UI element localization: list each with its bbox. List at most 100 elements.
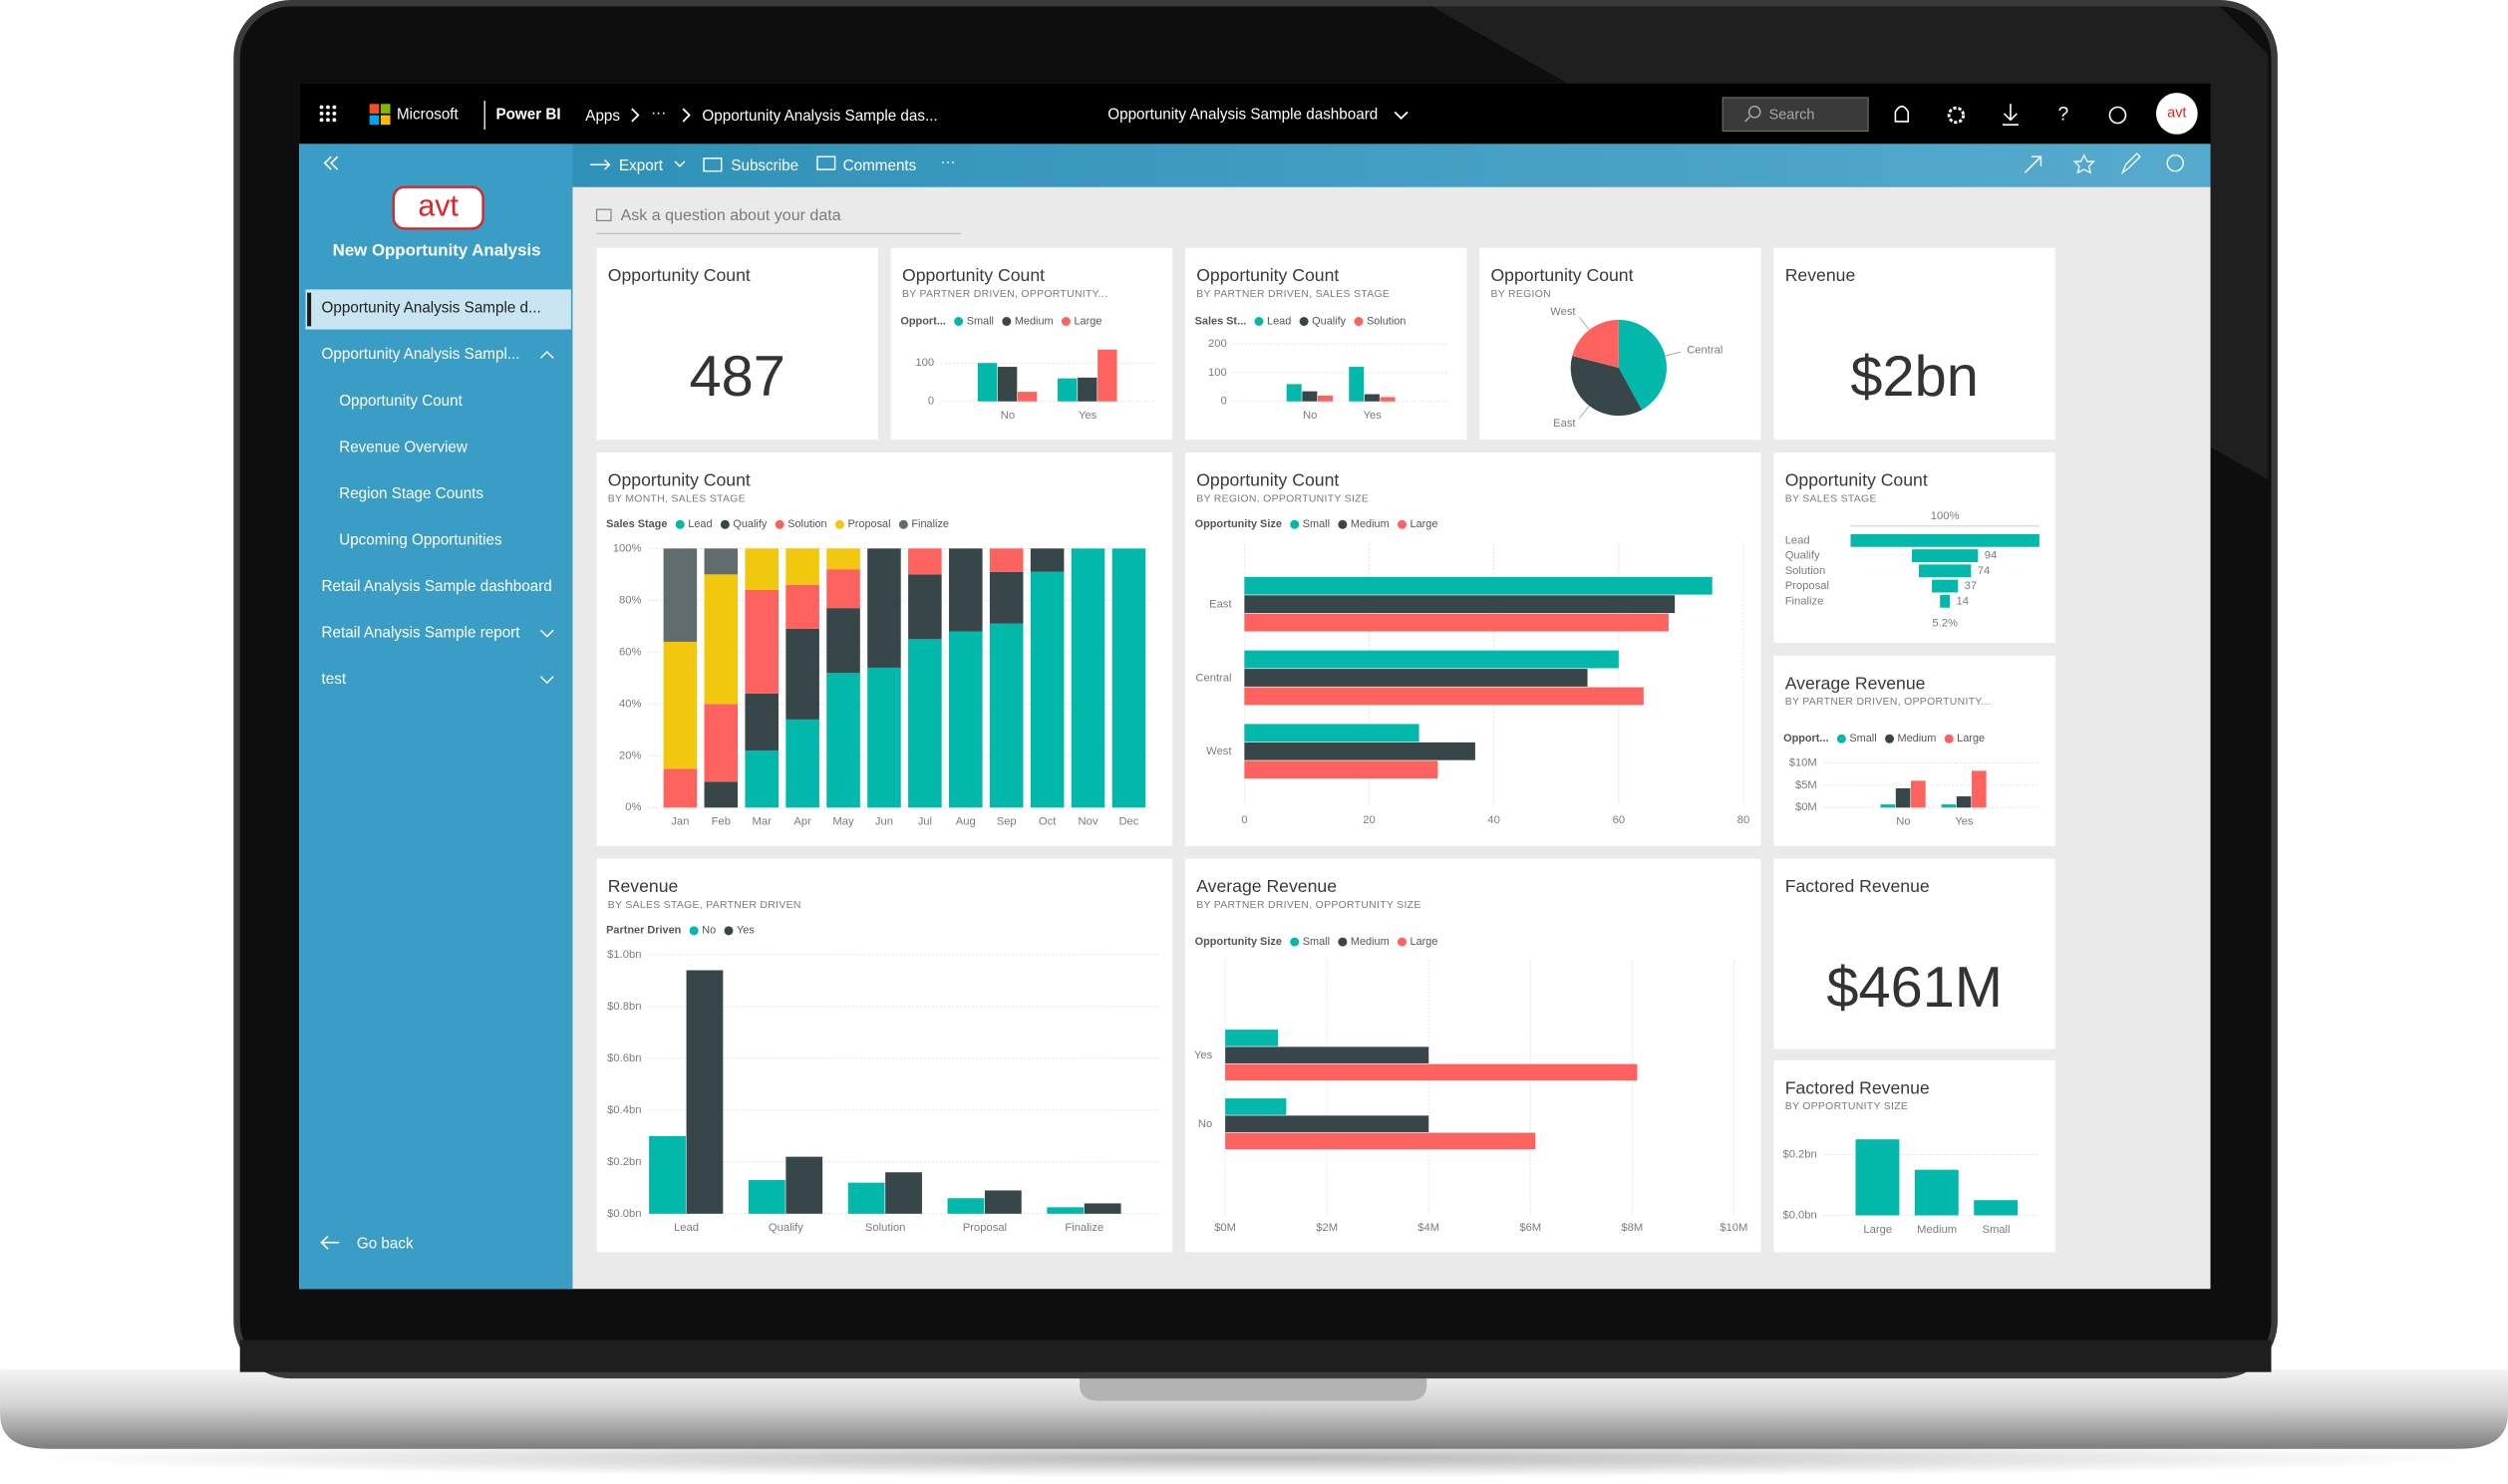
bar [1880, 804, 1896, 808]
notifications-icon[interactable] [1894, 105, 1910, 123]
bar [785, 1156, 823, 1214]
card-value: 487 [690, 345, 785, 409]
bar-segment [785, 719, 819, 808]
tile[interactable] [890, 247, 1173, 441]
bar [1302, 391, 1318, 402]
tile[interactable] [1773, 452, 2055, 644]
feedback-icon[interactable] [2108, 106, 2127, 125]
nav-item[interactable]: Opportunity Analysis Sampl... [322, 346, 520, 363]
nav-item[interactable]: Retail Analysis Sample report [322, 624, 521, 641]
bar [1286, 384, 1302, 402]
tile[interactable] [1773, 655, 2055, 846]
y-tick-label: $0.0bn [607, 1208, 641, 1220]
legend-marker [1944, 734, 1954, 743]
bar [1058, 378, 1078, 402]
bar [1974, 1200, 2019, 1216]
nav-subitem[interactable]: Revenue Overview [339, 439, 469, 455]
bar-segment [908, 548, 942, 575]
legend-label: Small [1849, 733, 1876, 744]
download-icon[interactable] [2002, 104, 2019, 126]
nav-subitem[interactable]: Upcoming Opportunities [339, 531, 502, 548]
bar [1084, 1203, 1121, 1214]
logo-square [369, 104, 380, 114]
pie-leader [1579, 317, 1590, 331]
top-bar [299, 83, 2211, 145]
qna-input[interactable]: Ask a question about your data [621, 206, 841, 224]
app-launcher[interactable] [319, 105, 337, 123]
y-tick-label: 100% [613, 542, 642, 554]
legend-title: Opport... [1783, 733, 1828, 744]
breadcrumb[interactable]: ··· [651, 105, 666, 122]
legend-title: Opport... [900, 315, 945, 327]
action[interactable]: ··· [941, 154, 956, 171]
chevron[interactable] [1394, 111, 1409, 120]
tile[interactable] [1773, 1059, 2055, 1253]
avatar[interactable] [2155, 93, 2198, 135]
edit-icon[interactable] [2120, 152, 2141, 175]
collapse-nav[interactable] [330, 155, 339, 170]
tile[interactable] [1773, 247, 2055, 441]
action[interactable]: Comments [843, 157, 917, 174]
bar [1017, 392, 1038, 402]
y-tick-label: No [1198, 1118, 1212, 1130]
help-icon[interactable]: ? [2058, 105, 2069, 126]
search-box[interactable] [1722, 97, 1869, 133]
x-tick-label: Proposal [963, 1222, 1007, 1234]
legend-marker [1885, 734, 1895, 743]
y-tick-label: 60% [619, 646, 641, 658]
nav-pane [299, 144, 573, 1290]
bar-segment [826, 548, 860, 570]
action[interactable]: Export [619, 157, 664, 174]
y-tick-label: $0.2bn [607, 1156, 641, 1168]
dot [332, 111, 337, 116]
legend-label: Proposal [847, 518, 890, 530]
nav-selected-marker [307, 292, 312, 327]
nav-item[interactable]: test [322, 671, 347, 688]
bar-segment [663, 548, 698, 642]
tile[interactable] [1185, 452, 1761, 846]
favorite-icon[interactable] [2072, 153, 2095, 174]
legend-label: Solution [787, 518, 826, 530]
x-tick-label: Small [1982, 1224, 2010, 1236]
x-tick-label: $6M [1519, 1222, 1541, 1234]
settings-icon[interactable] [1947, 106, 1966, 125]
bar-segment [1030, 548, 1065, 572]
nav-subitem[interactable]: Region Stage Counts [339, 485, 483, 502]
legend-label: Large [1074, 315, 1101, 327]
logo-square [369, 115, 380, 126]
bar [1941, 804, 1957, 808]
funnel-top-label: 100% [1931, 510, 1960, 522]
action[interactable]: Subscribe [731, 157, 798, 174]
bar-segment [745, 750, 779, 808]
bar-segment [826, 673, 860, 808]
tile-subtitle: BY PARTNER DRIVEN, OPPORTUNITY SIZE [1196, 900, 1420, 911]
info-icon[interactable] [2166, 153, 2184, 172]
tile-title: Opportunity Count [1490, 265, 1633, 285]
bar-segment [663, 768, 698, 808]
legend-marker [724, 926, 734, 936]
bar [984, 1190, 1022, 1214]
collapse-nav[interactable] [323, 155, 332, 170]
fullscreen-icon[interactable] [2024, 155, 2042, 173]
tile[interactable] [1773, 858, 2055, 1049]
search-icon [1744, 116, 1750, 123]
bar-segment [704, 548, 739, 575]
breadcrumb[interactable]: Opportunity Analysis Sample das... [702, 108, 937, 125]
tile[interactable] [596, 247, 878, 441]
nav-subitem[interactable]: Opportunity Count [339, 393, 463, 410]
breadcrumb[interactable]: Apps [585, 108, 620, 125]
bar [649, 1135, 686, 1214]
bar [1244, 742, 1475, 760]
bar-segment [867, 548, 901, 668]
bar [1244, 724, 1419, 742]
tile-title: Opportunity Count [608, 265, 751, 285]
nav-item[interactable]: Retail Analysis Sample dashboard [322, 578, 552, 595]
tile-title: Opportunity Count [1196, 470, 1339, 490]
legend-label: Medium [1015, 315, 1054, 327]
bar-segment [704, 781, 739, 808]
x-tick-label: 80 [1737, 814, 1749, 826]
dashboard-title[interactable]: Opportunity Analysis Sample dashboard [1107, 107, 1378, 124]
nav-item[interactable]: Opportunity Analysis Sample d... [322, 300, 541, 317]
bar [977, 363, 998, 402]
go-back[interactable]: Go back [357, 1235, 414, 1252]
